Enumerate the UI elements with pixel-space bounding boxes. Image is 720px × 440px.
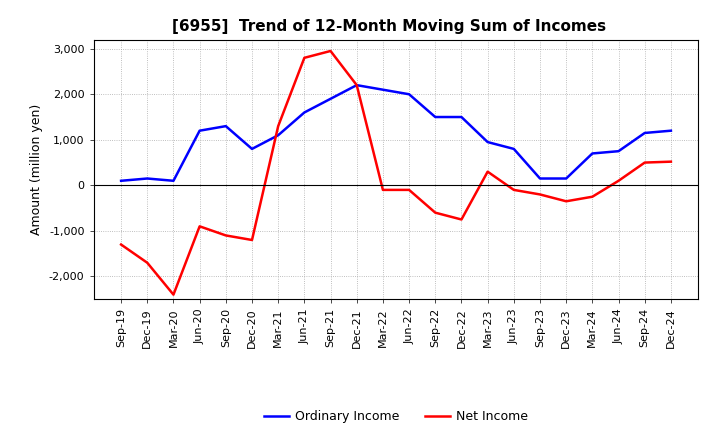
Ordinary Income bbox=[300, 110, 309, 115]
Net Income bbox=[195, 224, 204, 229]
Ordinary Income bbox=[248, 146, 256, 151]
Net Income bbox=[352, 83, 361, 88]
Ordinary Income bbox=[274, 132, 282, 138]
Ordinary Income bbox=[379, 87, 387, 92]
Net Income bbox=[457, 217, 466, 222]
Net Income bbox=[667, 159, 675, 164]
Ordinary Income bbox=[431, 114, 440, 120]
Net Income bbox=[510, 187, 518, 193]
Net Income bbox=[222, 233, 230, 238]
Ordinary Income bbox=[536, 176, 544, 181]
Ordinary Income bbox=[169, 178, 178, 183]
Net Income bbox=[640, 160, 649, 165]
Ordinary Income bbox=[640, 130, 649, 136]
Ordinary Income bbox=[326, 96, 335, 102]
Net Income bbox=[614, 178, 623, 183]
Net Income bbox=[143, 260, 152, 265]
Net Income bbox=[562, 198, 570, 204]
Ordinary Income bbox=[562, 176, 570, 181]
Net Income bbox=[588, 194, 597, 199]
Text: [6955]  Trend of 12-Month Moving Sum of Incomes: [6955] Trend of 12-Month Moving Sum of I… bbox=[172, 19, 606, 34]
Net Income bbox=[274, 124, 282, 129]
Net Income bbox=[536, 192, 544, 197]
Ordinary Income bbox=[457, 114, 466, 120]
Net Income bbox=[169, 292, 178, 297]
Ordinary Income bbox=[405, 92, 413, 97]
Legend: Ordinary Income, Net Income: Ordinary Income, Net Income bbox=[259, 405, 533, 428]
Net Income bbox=[431, 210, 440, 215]
Net Income bbox=[405, 187, 413, 193]
Line: Net Income: Net Income bbox=[121, 51, 671, 295]
Y-axis label: Amount (million yen): Amount (million yen) bbox=[30, 104, 43, 235]
Net Income bbox=[117, 242, 125, 247]
Ordinary Income bbox=[588, 151, 597, 156]
Ordinary Income bbox=[352, 83, 361, 88]
Ordinary Income bbox=[667, 128, 675, 133]
Net Income bbox=[379, 187, 387, 193]
Line: Ordinary Income: Ordinary Income bbox=[121, 85, 671, 181]
Net Income bbox=[248, 237, 256, 242]
Ordinary Income bbox=[195, 128, 204, 133]
Ordinary Income bbox=[143, 176, 152, 181]
Ordinary Income bbox=[510, 146, 518, 151]
Ordinary Income bbox=[483, 139, 492, 145]
Ordinary Income bbox=[222, 124, 230, 129]
Net Income bbox=[483, 169, 492, 174]
Net Income bbox=[326, 48, 335, 54]
Ordinary Income bbox=[117, 178, 125, 183]
Net Income bbox=[300, 55, 309, 60]
Ordinary Income bbox=[614, 149, 623, 154]
